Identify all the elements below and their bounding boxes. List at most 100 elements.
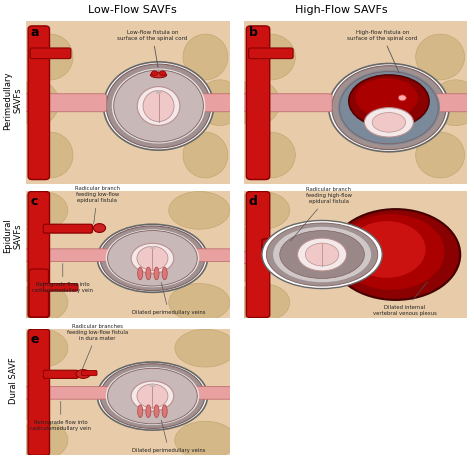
Circle shape xyxy=(266,223,378,286)
Ellipse shape xyxy=(416,132,465,178)
Ellipse shape xyxy=(131,381,174,411)
FancyBboxPatch shape xyxy=(176,249,233,262)
Text: Low-flow fistula on
surface of the spinal cord: Low-flow fistula on surface of the spina… xyxy=(117,30,188,67)
Ellipse shape xyxy=(28,34,73,80)
Circle shape xyxy=(97,362,208,430)
FancyBboxPatch shape xyxy=(23,94,107,112)
FancyBboxPatch shape xyxy=(379,94,470,112)
Ellipse shape xyxy=(175,421,236,459)
Ellipse shape xyxy=(137,246,168,270)
Ellipse shape xyxy=(210,223,255,286)
Text: High-flow fistula on
surface of the spinal cord: High-flow fistula on surface of the spin… xyxy=(347,30,418,72)
Ellipse shape xyxy=(155,92,162,94)
FancyBboxPatch shape xyxy=(241,252,309,263)
Ellipse shape xyxy=(149,246,155,248)
Text: a: a xyxy=(30,26,39,39)
Ellipse shape xyxy=(183,132,228,178)
Ellipse shape xyxy=(93,224,106,233)
Ellipse shape xyxy=(150,72,167,78)
Ellipse shape xyxy=(146,267,151,280)
Ellipse shape xyxy=(14,80,59,126)
Ellipse shape xyxy=(17,329,68,367)
FancyBboxPatch shape xyxy=(262,239,309,251)
Ellipse shape xyxy=(17,191,68,229)
FancyBboxPatch shape xyxy=(248,48,293,59)
Ellipse shape xyxy=(0,361,36,424)
Text: High-Flow SAVFs: High-Flow SAVFs xyxy=(295,5,388,15)
Circle shape xyxy=(160,71,166,76)
FancyBboxPatch shape xyxy=(246,191,270,318)
FancyBboxPatch shape xyxy=(44,283,78,291)
Ellipse shape xyxy=(17,283,68,321)
Ellipse shape xyxy=(197,80,242,126)
FancyBboxPatch shape xyxy=(23,387,115,399)
Text: Radicular branch
feeding high-flow
epidural fistula: Radicular branch feeding high-flow epidu… xyxy=(291,187,352,241)
Text: c: c xyxy=(30,195,37,208)
Ellipse shape xyxy=(169,283,230,321)
Circle shape xyxy=(112,69,205,143)
Ellipse shape xyxy=(246,132,295,178)
Ellipse shape xyxy=(137,86,180,126)
Ellipse shape xyxy=(162,405,167,417)
Ellipse shape xyxy=(305,243,339,266)
Ellipse shape xyxy=(183,34,228,80)
Circle shape xyxy=(106,64,211,148)
Ellipse shape xyxy=(246,34,295,80)
Ellipse shape xyxy=(149,385,155,387)
Ellipse shape xyxy=(143,91,174,121)
FancyBboxPatch shape xyxy=(30,48,71,59)
Circle shape xyxy=(108,231,197,286)
Circle shape xyxy=(106,229,199,287)
FancyBboxPatch shape xyxy=(23,249,115,262)
Circle shape xyxy=(262,220,382,289)
Circle shape xyxy=(108,368,197,424)
Ellipse shape xyxy=(154,405,159,417)
Ellipse shape xyxy=(146,405,151,417)
Ellipse shape xyxy=(416,34,465,80)
FancyBboxPatch shape xyxy=(28,191,49,318)
Text: d: d xyxy=(248,195,257,208)
FancyBboxPatch shape xyxy=(44,224,92,233)
FancyBboxPatch shape xyxy=(29,269,48,317)
Text: e: e xyxy=(30,333,39,346)
Text: Dural SAVF: Dural SAVF xyxy=(9,357,18,404)
Ellipse shape xyxy=(137,267,143,280)
Ellipse shape xyxy=(234,283,290,321)
Circle shape xyxy=(398,95,406,101)
Ellipse shape xyxy=(298,238,346,271)
Ellipse shape xyxy=(137,405,143,417)
Text: Low-Flow SAVFs: Low-Flow SAVFs xyxy=(88,5,177,15)
Ellipse shape xyxy=(149,384,155,386)
Ellipse shape xyxy=(348,221,426,278)
Text: Retrograde flow into
radiculomedullary vein: Retrograde flow into radiculomedullary v… xyxy=(32,263,93,293)
FancyBboxPatch shape xyxy=(44,370,78,378)
Ellipse shape xyxy=(149,247,155,249)
Ellipse shape xyxy=(0,223,36,286)
FancyBboxPatch shape xyxy=(82,370,97,375)
Circle shape xyxy=(329,64,449,152)
Text: Epidural
SAVFs: Epidural SAVFs xyxy=(3,219,23,253)
Ellipse shape xyxy=(331,209,460,300)
Circle shape xyxy=(100,226,205,290)
Circle shape xyxy=(76,369,90,378)
Ellipse shape xyxy=(356,78,418,117)
Circle shape xyxy=(97,224,208,292)
Ellipse shape xyxy=(231,80,280,126)
Text: Dilated perimedullary veins: Dilated perimedullary veins xyxy=(132,420,206,453)
Circle shape xyxy=(338,70,440,145)
FancyBboxPatch shape xyxy=(176,387,233,399)
Ellipse shape xyxy=(175,329,236,367)
Circle shape xyxy=(332,66,446,149)
FancyBboxPatch shape xyxy=(246,26,270,180)
Ellipse shape xyxy=(169,191,230,229)
Ellipse shape xyxy=(155,90,162,92)
Text: Radicular branch
feeding low-flow
epidural fistula: Radicular branch feeding low-flow epidur… xyxy=(75,186,120,224)
Ellipse shape xyxy=(162,267,167,280)
FancyBboxPatch shape xyxy=(28,26,49,180)
Circle shape xyxy=(100,364,205,428)
Circle shape xyxy=(273,227,371,282)
FancyBboxPatch shape xyxy=(241,94,332,112)
Text: b: b xyxy=(248,26,257,39)
Text: Dilated internal
vertebral venous plexus: Dilated internal vertebral venous plexus xyxy=(373,282,437,316)
FancyBboxPatch shape xyxy=(149,94,233,112)
